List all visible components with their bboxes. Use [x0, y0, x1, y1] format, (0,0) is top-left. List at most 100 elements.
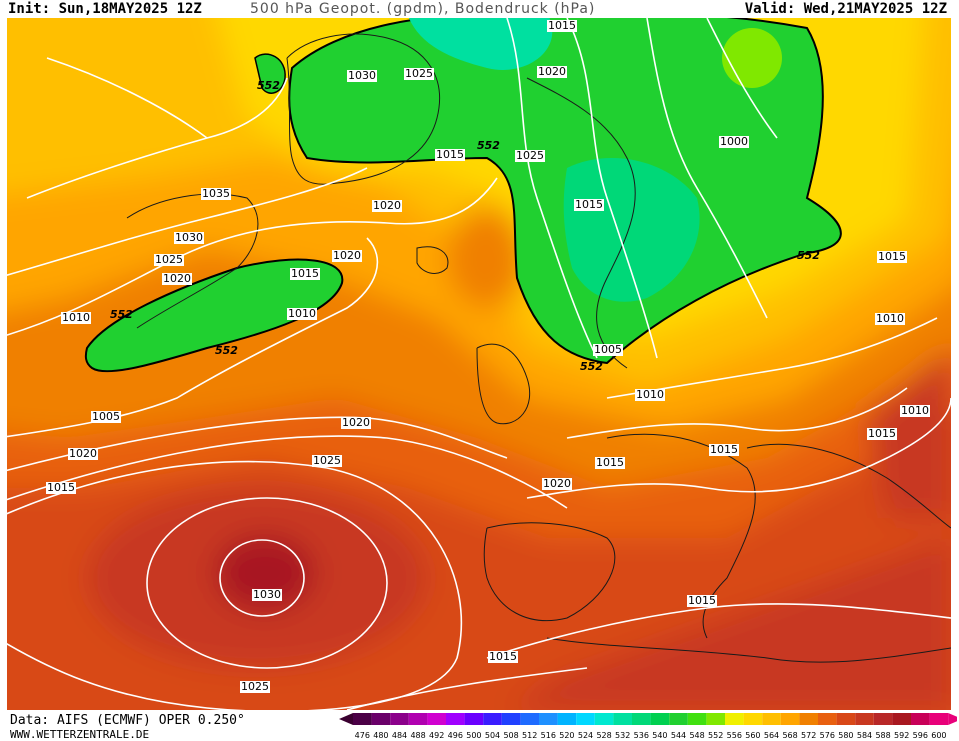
colorbar-swatch — [836, 713, 856, 725]
colorbar-swatch — [762, 713, 781, 725]
isobar-label: 1015 — [290, 267, 320, 280]
colorbar-tick-label: 600 — [931, 731, 946, 740]
isobar-label: 1020 — [372, 199, 402, 212]
isobar-label: 1020 — [341, 416, 371, 429]
colorbar-tick-label: 512 — [522, 731, 537, 740]
chart-title: 500 hPa Geopot. (gpdm), Bodendruck (hPa) — [250, 1, 596, 17]
isobar-label: 1015 — [435, 148, 465, 161]
isobar-label: 1025 — [515, 149, 545, 162]
colorbar-high-arrow — [948, 713, 957, 725]
color-scale: 476 480 484 488 492 496 500 504 508 512 516 520 524 5… — [339, 713, 957, 740]
colorbar-swatch — [687, 713, 707, 725]
colorbar-swatch — [594, 713, 614, 725]
isobar-label: 1015 — [547, 19, 577, 32]
colorbar-tick-label: 592 — [894, 731, 909, 740]
weather-map: 1015 1030 1025 1020 1000 1025 1015 1035 1020 1015… — [7, 18, 951, 710]
colorbar-swatch — [743, 713, 763, 725]
isobar-label: 1025 — [240, 680, 270, 693]
isobar-label: 1010 — [61, 311, 91, 324]
colorbar-swatch — [929, 713, 949, 725]
colorbar-tick-label: 504 — [485, 731, 500, 740]
colorbar-tick-label: 496 — [448, 731, 463, 740]
colorbar-tick-label: 492 — [429, 731, 444, 740]
colorbar-tick-label: 536 — [634, 731, 649, 740]
valid-time: Valid: Wed,21MAY2025 12Z — [744, 1, 947, 17]
colorbar-swatch — [353, 713, 372, 725]
colorbar-tick-label: 532 — [615, 731, 630, 740]
isobar-label: 1015 — [877, 250, 907, 263]
init-time: Init: Sun,18MAY2025 12Z — [8, 1, 202, 17]
isobar-label: 1025 — [404, 67, 434, 80]
data-source: Data: AIFS (ECMWF) OPER 0.250° — [10, 713, 245, 728]
colorbar-swatch — [408, 713, 428, 725]
geopotential-label: 552 — [110, 308, 133, 321]
colorbar-swatch — [483, 713, 502, 725]
colorbar-swatch — [371, 713, 391, 725]
isobar-label: 1015 — [709, 443, 739, 456]
colorbar-tick-label: 580 — [838, 731, 853, 740]
isobar-label: 1015 — [574, 198, 604, 211]
isobars — [7, 18, 951, 710]
colorbar-swatch — [669, 713, 688, 725]
colorbar-tick-label: 588 — [875, 731, 890, 740]
colorbar-swatch — [446, 713, 465, 725]
cutoff-low-north — [722, 28, 782, 88]
colorbar-swatch — [892, 713, 911, 725]
colorbar-swatch — [873, 713, 893, 725]
colorbar-swatch — [520, 713, 539, 725]
colorbar-tick-label: 572 — [801, 731, 816, 740]
geopotential-label: 552 — [580, 360, 603, 373]
colorbar-swatch — [799, 713, 818, 725]
colorbar-swatch — [557, 713, 577, 725]
footer: Data: AIFS (ECMWF) OPER 0.250° WWW.WETTE… — [0, 710, 959, 741]
isobar-label: 1020 — [332, 249, 362, 262]
geopotential-label: 552 — [797, 249, 820, 262]
isobar-label: 1015 — [46, 481, 76, 494]
isobar-label: 1015 — [595, 456, 625, 469]
colorbar-low-arrow — [339, 713, 353, 725]
colorbar-tick-label: 484 — [392, 731, 407, 740]
isobar-label: 1015 — [687, 594, 717, 607]
isobar-label: 1010 — [287, 307, 317, 320]
colorbar-tick-label: 488 — [410, 731, 425, 740]
isobar-label: 1035 — [201, 187, 231, 200]
colorbar-swatch — [780, 713, 800, 725]
colorbar-tick-label: 568 — [782, 731, 797, 740]
colorbar-tick-label: 564 — [764, 731, 779, 740]
isobar-label: 1030 — [252, 588, 282, 601]
colorbar-tick-label: 516 — [541, 731, 556, 740]
colorbar-swatch — [427, 713, 446, 725]
colorbar-swatch — [464, 713, 484, 725]
colorbar-swatch — [501, 713, 521, 725]
header-bar: Init: Sun,18MAY2025 12Z 500 hPa Geopot. … — [0, 0, 959, 18]
colorbar-tick-label: 520 — [559, 731, 574, 740]
isobar-label: 1020 — [68, 447, 98, 460]
colorbar-swatch — [632, 713, 651, 725]
colorbar-tick-label: 576 — [820, 731, 835, 740]
colorbar-swatch — [725, 713, 744, 725]
geopotential-label: 552 — [215, 344, 238, 357]
colorbar-tick-label: 556 — [727, 731, 742, 740]
colorbar-tick-label: 524 — [578, 731, 593, 740]
isobar-label: 1010 — [900, 404, 930, 417]
isobar-label: 1025 — [312, 454, 342, 467]
colorbar-swatch — [576, 713, 595, 725]
colorbar-tick-label: 584 — [857, 731, 872, 740]
colorbar-tick-label: 552 — [708, 731, 723, 740]
colorbar-tick-label: 540 — [652, 731, 667, 740]
colorbar-tick-label: 480 — [373, 731, 388, 740]
colorbar-swatch — [855, 713, 874, 725]
isobar-label: 1005 — [91, 410, 121, 423]
isobar-label: 1005 — [593, 343, 623, 356]
isobar-label: 1020 — [162, 272, 192, 285]
colorbar-tick-label: 544 — [671, 731, 686, 740]
isobar-label: 1015 — [867, 427, 897, 440]
map-canvas — [7, 18, 951, 710]
colorbar-swatch — [650, 713, 670, 725]
colorbar-swatch — [539, 713, 558, 725]
isobar-label: 1010 — [875, 312, 905, 325]
isobar-label: 1030 — [347, 69, 377, 82]
colorbar-swatch — [911, 713, 930, 725]
isobar-label: 1020 — [542, 477, 572, 490]
colorbar-tick-label: 596 — [913, 731, 928, 740]
